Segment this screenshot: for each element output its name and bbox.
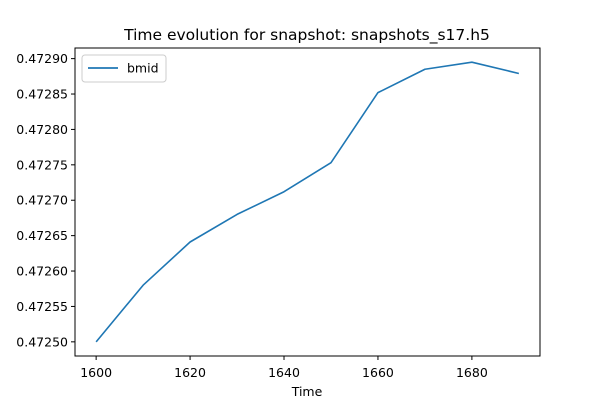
- y-tick-label: 0.47255: [16, 299, 68, 314]
- y-axis: 0.47250 0.47255 0.47260 0.47265 0.47270 0.472…: [16, 51, 75, 349]
- legend-label: bmid: [127, 61, 159, 76]
- x-tick-label: 1640: [268, 365, 300, 380]
- x-axis-label: Time: [291, 384, 323, 399]
- y-tick-label: 0.47285: [16, 87, 68, 102]
- x-tick-label: 1620: [174, 365, 206, 380]
- legend-box: [81, 54, 167, 83]
- series-layer: [95, 61, 520, 343]
- legend: bmid: [81, 54, 167, 83]
- axes-frame: [74, 47, 541, 357]
- x-tick-label: 1680: [456, 365, 488, 380]
- x-axis: 1600 1620 1640 1660 1680: [80, 356, 488, 380]
- y-tick-label: 0.47265: [16, 228, 68, 243]
- plot-area: 1600 1620 1640 1660 1680 0.472500.472550.472…: [16, 47, 541, 380]
- y-tick-label: 0.47280: [16, 122, 68, 137]
- y-tick-label: 0.47270: [16, 193, 68, 208]
- y-tick-label: 0.47275: [16, 157, 68, 172]
- y-tick-label: 0.47260: [16, 264, 68, 279]
- series-line-bmid: [95, 61, 520, 343]
- chart-title: Time evolution for snapshot: snapshots_s…: [123, 26, 490, 45]
- x-tick-label: 1600: [80, 365, 112, 380]
- x-tick-label: 1660: [362, 365, 394, 380]
- y-tick-label: 0.47250: [16, 334, 68, 349]
- y-tick-label: 0.47290: [16, 51, 68, 66]
